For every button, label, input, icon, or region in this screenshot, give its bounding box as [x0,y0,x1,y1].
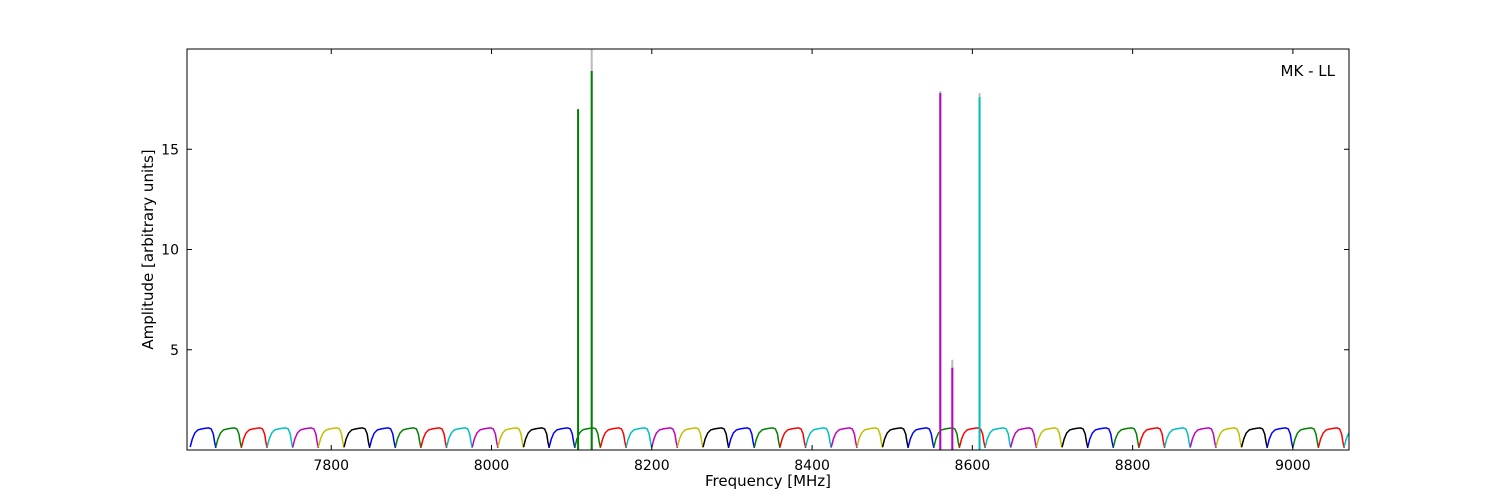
band-series-line [394,427,422,449]
x-axis-label: Frequency [MHz] [705,472,831,490]
x-tick-label: 8400 [794,458,830,474]
band-series-line [753,427,781,449]
x-tick-label: 9000 [1275,458,1311,474]
band-series-line [1266,427,1294,449]
band-series-line [933,427,961,449]
x-tick-label: 8600 [955,458,991,474]
x-tick-label: 8200 [634,458,670,474]
band-series-line [343,427,371,449]
band-series-line [1189,427,1217,449]
band-series-line [1240,427,1269,449]
y-axis-label: Amplitude [arbitrary units] [139,149,157,349]
band-series-group [189,427,1349,449]
band-series-line [779,427,807,449]
band-series-line [727,427,756,449]
band-series-line [215,427,243,449]
x-tick-label: 7800 [313,458,349,474]
x-tick-label: 8800 [1115,458,1151,474]
band-series-line [1163,427,1192,449]
band-series-line [1112,427,1140,449]
band-series-line [1010,427,1038,449]
band-series-line [1292,427,1320,449]
x-tick-label: 8000 [474,458,510,474]
band-series-line [420,427,448,449]
y-tick-label: 15 [161,142,179,158]
band-series-line [881,427,909,449]
band-series-line [907,427,935,449]
band-series-line [651,427,679,449]
band-series-line [368,427,397,449]
band-series-line [292,427,320,449]
band-series-line [1343,431,1349,448]
band-series-line [548,427,576,449]
band-series-line [804,427,833,449]
band-series-line [240,427,268,449]
band-series-line [522,427,550,449]
y-axis-ticks: 5 10 15 [161,142,1349,359]
band-series-line [984,427,1012,449]
band-series-line [599,427,627,449]
band-series-line [497,427,525,449]
plot-frame [186,48,1350,451]
band-series-line [189,427,217,449]
y-tick-label: 10 [161,243,179,259]
band-series-line [1087,427,1115,449]
band-series-line [1035,427,1063,449]
band-series-line [856,427,884,449]
band-series-line [1061,427,1089,449]
band-series-line [625,427,653,449]
band-series-line [1317,427,1345,449]
y-tick-label: 5 [170,343,179,359]
band-series-line [266,427,294,449]
band-series-line [317,427,345,449]
spike-series-group [577,49,981,450]
band-series-line [958,427,986,449]
band-series-line [702,427,730,449]
x-axis-ticks: 7800 8000 8200 8400 8600 8800 9000 [313,49,1311,474]
band-series-line [471,427,499,449]
band-series-line [830,427,858,449]
baseline-annotation: MK - LL [1281,62,1336,80]
band-series-line [676,427,704,449]
band-series-line [1138,427,1166,449]
band-series-line [1215,427,1243,449]
band-series-line [445,427,474,449]
